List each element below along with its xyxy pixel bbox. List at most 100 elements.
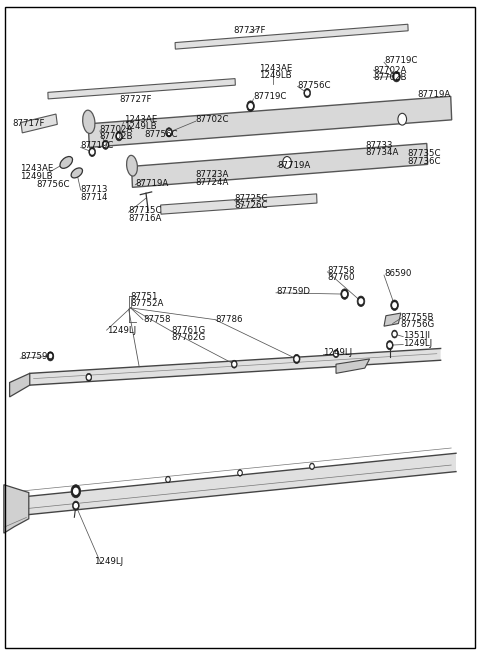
Circle shape [74,489,78,494]
Text: 87733: 87733 [366,141,393,150]
Circle shape [293,354,300,364]
Circle shape [283,157,291,168]
Text: 87759D: 87759D [20,352,54,362]
Circle shape [395,74,398,79]
Text: 87756C: 87756C [298,81,331,90]
Circle shape [86,373,92,381]
Text: 86590: 86590 [384,269,411,278]
Text: 1243AE: 1243AE [259,64,293,73]
Text: 87756C: 87756C [144,130,178,139]
Circle shape [391,300,398,310]
Text: 87714: 87714 [81,193,108,202]
Circle shape [167,478,169,481]
Text: 1249LJ: 1249LJ [323,348,352,357]
Polygon shape [21,114,57,133]
Text: 1249LB: 1249LB [20,172,53,181]
Text: 87719C: 87719C [384,56,418,65]
Polygon shape [30,348,441,385]
Text: 87762G: 87762G [172,333,206,342]
Text: 87716A: 87716A [129,214,162,223]
Ellipse shape [127,155,137,176]
Text: 87702A: 87702A [100,124,133,134]
Circle shape [386,341,393,350]
Text: 87702B: 87702B [100,132,133,141]
Circle shape [233,362,236,366]
Text: 87719A: 87719A [418,90,451,100]
Polygon shape [336,359,370,373]
Text: 87702A: 87702A [373,66,407,75]
Circle shape [359,299,363,304]
Ellipse shape [71,168,83,178]
Circle shape [116,132,122,141]
Ellipse shape [60,157,72,168]
Text: 87725C: 87725C [234,194,268,203]
Text: 87726C: 87726C [234,201,268,210]
Polygon shape [132,143,428,187]
Text: 87752A: 87752A [131,299,164,308]
Circle shape [166,128,172,137]
Text: 1249LJ: 1249LJ [107,326,136,335]
Circle shape [71,485,81,498]
Circle shape [398,113,407,125]
Text: 87737F: 87737F [233,26,266,35]
Text: 1249LJ: 1249LJ [403,339,432,348]
Text: 87735C: 87735C [407,149,441,159]
Polygon shape [384,313,401,326]
Circle shape [357,296,365,307]
Polygon shape [10,373,30,397]
Text: 87723A: 87723A [196,170,229,179]
Text: 1249LJ: 1249LJ [94,557,123,567]
Circle shape [247,101,254,111]
Circle shape [91,150,94,154]
Circle shape [388,343,391,347]
Circle shape [166,476,170,483]
Circle shape [311,465,313,468]
Circle shape [102,140,109,149]
Text: 87719C: 87719C [81,141,114,150]
Circle shape [295,357,298,361]
Text: 87717F: 87717F [12,119,45,128]
Circle shape [393,332,396,336]
Text: 1243AE: 1243AE [124,115,157,124]
Text: 1351JI: 1351JI [403,331,430,340]
Circle shape [238,470,242,476]
Ellipse shape [83,110,95,134]
Polygon shape [175,24,408,49]
Text: 87719C: 87719C [253,92,287,102]
Polygon shape [4,485,29,533]
Text: 87727F: 87727F [119,95,152,104]
Text: 87758: 87758 [327,266,355,275]
Text: 87713: 87713 [81,185,108,195]
Text: 87759D: 87759D [276,287,310,296]
Circle shape [118,134,120,138]
Circle shape [393,303,396,308]
Circle shape [306,91,309,95]
Circle shape [49,354,52,358]
Polygon shape [88,96,452,147]
Circle shape [393,71,400,82]
Text: 87756C: 87756C [36,180,70,189]
Text: 87724A: 87724A [196,178,229,187]
Text: 1249LB: 1249LB [124,122,156,131]
Circle shape [168,130,170,134]
Circle shape [341,289,348,299]
Polygon shape [48,79,235,99]
Text: 87786: 87786 [215,315,242,324]
Text: 1249LB: 1249LB [259,71,292,81]
Text: 87761G: 87761G [172,326,206,335]
Circle shape [343,291,347,297]
Circle shape [392,330,397,338]
Text: 1243AE: 1243AE [20,164,54,174]
Text: 87736C: 87736C [407,157,441,166]
Circle shape [74,504,77,508]
Text: 87760: 87760 [327,273,355,282]
Circle shape [104,143,107,147]
Circle shape [47,352,54,361]
Text: 87756G: 87756G [401,320,435,329]
Circle shape [239,472,241,474]
Circle shape [333,350,339,358]
Circle shape [335,352,337,356]
Polygon shape [161,194,317,214]
Circle shape [304,88,311,98]
Text: 87719A: 87719A [135,179,168,188]
